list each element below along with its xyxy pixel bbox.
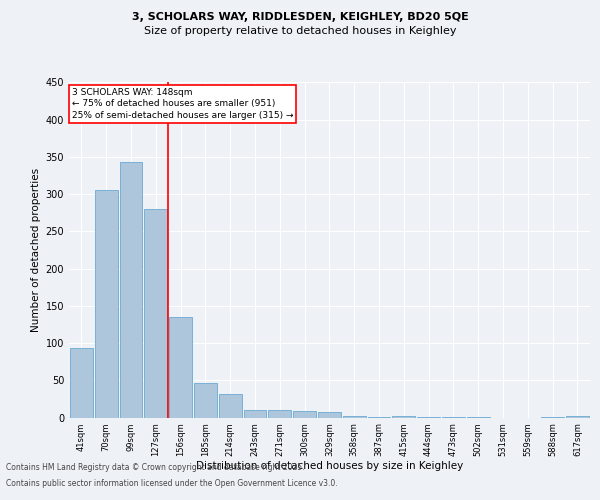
Bar bbox=[70, 348, 93, 418]
Bar bbox=[268, 410, 291, 418]
Bar bbox=[343, 416, 365, 418]
Text: 3, SCHOLARS WAY, RIDDLESDEN, KEIGHLEY, BD20 5QE: 3, SCHOLARS WAY, RIDDLESDEN, KEIGHLEY, B… bbox=[131, 12, 469, 22]
Text: Contains HM Land Registry data © Crown copyright and database right 2025.: Contains HM Land Registry data © Crown c… bbox=[6, 464, 305, 472]
Bar bbox=[442, 417, 465, 418]
Bar bbox=[318, 412, 341, 418]
Bar bbox=[417, 417, 440, 418]
Bar bbox=[244, 410, 266, 418]
Bar bbox=[194, 382, 217, 418]
Y-axis label: Number of detached properties: Number of detached properties bbox=[31, 168, 41, 332]
Bar bbox=[119, 162, 142, 417]
X-axis label: Distribution of detached houses by size in Keighley: Distribution of detached houses by size … bbox=[196, 460, 463, 470]
Bar bbox=[467, 417, 490, 418]
Bar bbox=[392, 416, 415, 418]
Bar bbox=[145, 209, 167, 418]
Bar bbox=[219, 394, 242, 417]
Bar bbox=[541, 417, 564, 418]
Bar bbox=[368, 417, 391, 418]
Text: Contains public sector information licensed under the Open Government Licence v3: Contains public sector information licen… bbox=[6, 478, 338, 488]
Bar bbox=[566, 416, 589, 418]
Bar bbox=[169, 317, 192, 418]
Bar bbox=[293, 411, 316, 418]
Text: Size of property relative to detached houses in Keighley: Size of property relative to detached ho… bbox=[144, 26, 456, 36]
Text: 3 SCHOLARS WAY: 148sqm
← 75% of detached houses are smaller (951)
25% of semi-de: 3 SCHOLARS WAY: 148sqm ← 75% of detached… bbox=[71, 88, 293, 120]
Bar bbox=[95, 190, 118, 418]
